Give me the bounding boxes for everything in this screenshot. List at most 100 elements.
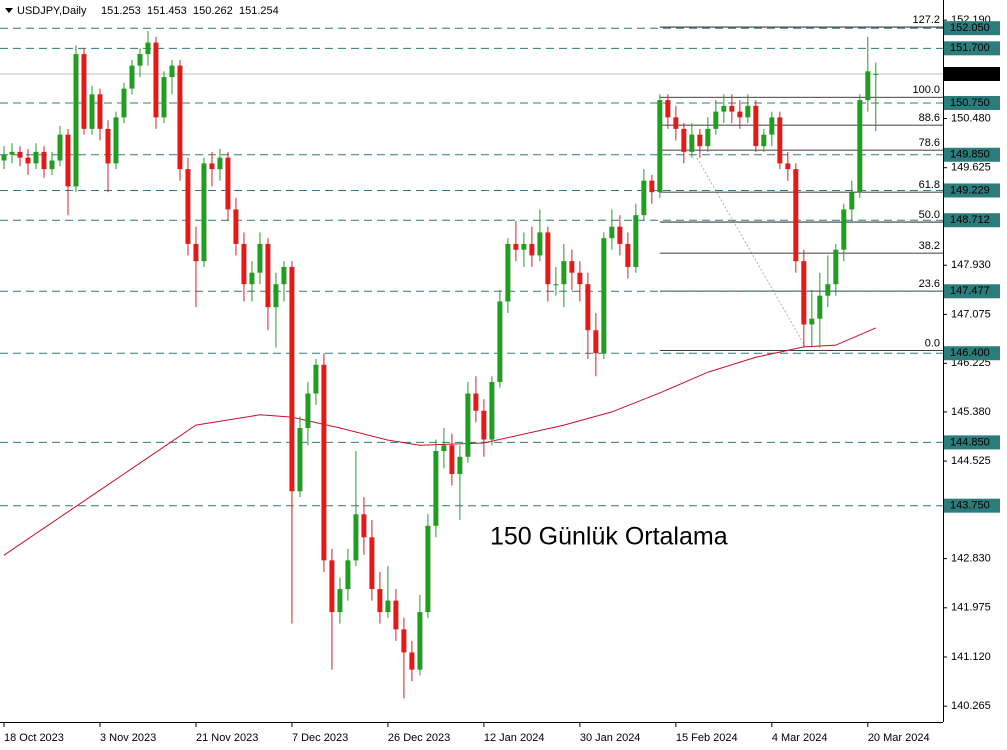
candle-body [425, 525, 431, 613]
fib-label: 0.0 [925, 337, 940, 349]
candle-body [465, 393, 471, 457]
level-label-box [944, 284, 1000, 299]
candle-body [337, 589, 343, 613]
x-tick-label: 18 Oct 2023 [4, 732, 64, 744]
candle-body [649, 180, 655, 193]
level-label: 150.750 [950, 97, 990, 109]
candle-body [553, 284, 559, 286]
candle-body [41, 151, 47, 170]
candle-body [457, 456, 463, 475]
fib-label: 38.2 [919, 240, 940, 252]
candle-body [657, 100, 663, 193]
y-tick-label: 140.265 [951, 700, 991, 712]
candle-body [617, 226, 623, 244]
candle-body [73, 54, 79, 187]
candle-body [153, 42, 159, 118]
candle-body [377, 589, 383, 613]
candle-body [105, 128, 111, 164]
y-tick-label: 141.975 [951, 602, 991, 614]
fib-trendline [696, 157, 806, 347]
candle-body [281, 266, 287, 285]
level-label: 147.477 [950, 285, 990, 297]
candle-body [497, 301, 503, 382]
candle-body [393, 600, 399, 630]
candle-body [209, 163, 215, 170]
level-label: 146.400 [950, 347, 990, 359]
candle-body [537, 232, 543, 256]
candle-body [145, 42, 151, 55]
candle-body [409, 652, 415, 670]
fib-label: 61.8 [919, 179, 940, 191]
candle-body [737, 111, 743, 118]
level-label: 152.050 [950, 22, 990, 34]
candle-body [721, 105, 727, 112]
candle-body [201, 163, 207, 262]
y-tick-label: 142.830 [951, 553, 991, 565]
candle-body [137, 54, 143, 66]
candle-body [305, 393, 311, 429]
candle-body [825, 284, 831, 296]
x-tick-label: 3 Nov 2023 [100, 732, 156, 744]
candle-body [297, 428, 303, 492]
candle-body [401, 629, 407, 653]
y-tick-label: 147.930 [951, 259, 991, 271]
candle-body [593, 330, 599, 354]
candle-body [841, 209, 847, 250]
y-tick-label: 147.075 [951, 308, 991, 320]
candle-body [529, 243, 535, 256]
candle-body [705, 128, 711, 147]
candle-body [633, 215, 639, 267]
candle-body [505, 243, 511, 302]
candle-body [609, 226, 615, 239]
current-price-label: 151.254 [950, 68, 990, 80]
candle-body [625, 243, 631, 267]
candle-body [817, 295, 823, 319]
level-label-box [944, 498, 1000, 513]
x-tick-label: 21 Nov 2023 [196, 732, 258, 744]
candle-body [873, 73, 879, 75]
candle-body [121, 88, 127, 118]
candle-body [273, 284, 279, 308]
candle-body [417, 612, 423, 670]
candle-body [313, 364, 319, 394]
annotation: 150 Günlük Ortalama [490, 523, 728, 551]
x-tick-label: 12 Jan 2024 [484, 732, 545, 744]
candle-body [729, 105, 735, 112]
candle-body [673, 117, 679, 129]
candle-body [353, 514, 359, 561]
candle-body [217, 157, 223, 170]
candle-body [265, 243, 271, 308]
candle-body [57, 134, 63, 161]
level-label: 149.850 [950, 149, 990, 161]
candle-body [801, 261, 807, 325]
y-tick-label: 150.480 [951, 112, 991, 124]
candle-body [865, 71, 871, 101]
level-label-box [944, 183, 1000, 198]
symbol-title: USDJPY,Daily [17, 5, 87, 17]
fib-label: 50.0 [919, 209, 940, 221]
level-label-box [944, 213, 1000, 228]
candle-body [833, 249, 839, 285]
candle-body [65, 134, 71, 187]
candle-body [49, 160, 55, 170]
x-tick-label: 15 Feb 2024 [676, 732, 738, 744]
candle-body [857, 100, 863, 193]
header-high: 151.453 [147, 5, 187, 17]
level-label: 149.229 [950, 184, 990, 196]
candle-body [689, 134, 695, 152]
candle-body [761, 134, 767, 147]
candle-body [257, 243, 263, 273]
candle-body [345, 560, 351, 590]
candle-body [489, 381, 495, 440]
candle-body [545, 232, 551, 285]
y-tick-label: 149.625 [951, 162, 991, 174]
candle-body [361, 514, 367, 538]
candle-body [433, 451, 439, 526]
candle-body [1, 154, 7, 161]
level-label-box [944, 95, 1000, 110]
candle-body [25, 157, 31, 164]
candle-body [33, 151, 39, 164]
header-low: 150.262 [193, 5, 233, 17]
candle-body [233, 209, 239, 244]
